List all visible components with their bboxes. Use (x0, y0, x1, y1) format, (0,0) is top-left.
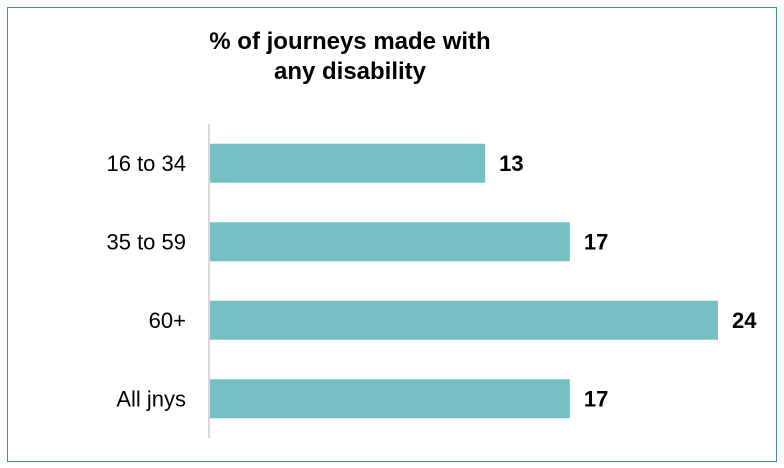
category-label-0: 16 to 34 (106, 151, 186, 176)
category-label-1: 35 to 59 (106, 229, 186, 254)
bar-2 (210, 300, 718, 340)
value-label-1: 17 (584, 229, 608, 254)
bar-0 (210, 143, 486, 183)
category-label-2: 60+ (149, 308, 186, 333)
chart-title: % of journeys made with any disability (150, 27, 550, 87)
bar-3 (210, 379, 570, 419)
value-label-2: 24 (732, 308, 757, 333)
value-label-0: 13 (499, 151, 523, 176)
bar-1 (210, 222, 570, 262)
category-label-3: All jnys (116, 386, 186, 411)
chart-title-line-1: % of journeys made with (209, 28, 491, 55)
chart-title-line-2: any disability (273, 58, 427, 85)
value-label-3: 17 (584, 386, 608, 411)
